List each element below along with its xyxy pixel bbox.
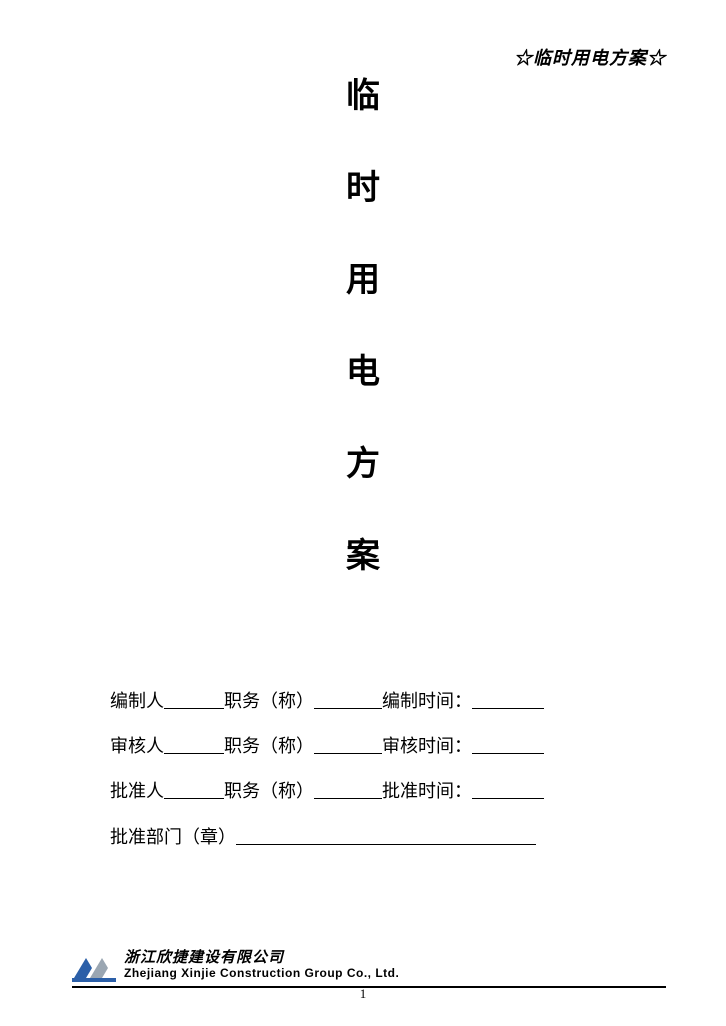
title-char: 电	[346, 356, 380, 390]
page-header: ☆临时用电方案☆	[514, 44, 666, 70]
company-name: 浙江欣捷建设有限公司 Zhejiang Xinjie Construction …	[124, 950, 399, 982]
label-review-time: 审核时间：	[382, 736, 472, 756]
blank-field	[314, 734, 382, 754]
title-char: 时	[346, 172, 380, 206]
label-approver: 批准人	[110, 781, 164, 801]
document-title: 临 时 用 电 方 案	[0, 80, 726, 632]
label-reviewer: 审核人	[110, 736, 164, 756]
blank-field	[472, 779, 544, 799]
company-name-cn: 浙江欣捷建设有限公司	[124, 950, 399, 967]
title-char: 方	[346, 448, 380, 482]
form-row-compiler: 编制人 职务（称） 编制时间：	[110, 680, 636, 723]
label-department: 批准部门（章）	[110, 827, 236, 847]
label-position: 职务（称）	[224, 736, 314, 756]
label-compiler: 编制人	[110, 691, 164, 711]
blank-field	[164, 734, 224, 754]
blank-field	[164, 689, 224, 709]
label-position: 职务（称）	[224, 781, 314, 801]
title-char: 用	[346, 264, 380, 298]
footer-content: 浙江欣捷建设有限公司 Zhejiang Xinjie Construction …	[72, 950, 666, 982]
label-position: 职务（称）	[224, 691, 314, 711]
page-number: 1	[0, 986, 726, 1002]
blank-field	[314, 689, 382, 709]
form-row-department: 批准部门（章）	[110, 816, 636, 859]
blank-field	[164, 779, 224, 799]
blank-field	[314, 779, 382, 799]
blank-field	[236, 825, 536, 845]
form-row-approver: 批准人 职务（称） 批准时间：	[110, 770, 636, 813]
page-footer: 浙江欣捷建设有限公司 Zhejiang Xinjie Construction …	[72, 950, 666, 988]
signature-form: 编制人职务（称）编制时间： 审核人职务（称）审核时间： 批准人职务（称）批准时间…	[110, 680, 636, 861]
blank-field	[472, 689, 544, 709]
blank-field	[472, 734, 544, 754]
company-logo	[72, 954, 116, 984]
title-char: 临	[346, 80, 380, 114]
company-name-en: Zhejiang Xinjie Construction Group Co., …	[124, 967, 399, 981]
title-char: 案	[346, 540, 380, 574]
label-approve-time: 批准时间：	[382, 781, 472, 801]
label-compile-time: 编制时间：	[382, 691, 472, 711]
form-row-reviewer: 审核人 职务（称） 审核时间：	[110, 725, 636, 768]
